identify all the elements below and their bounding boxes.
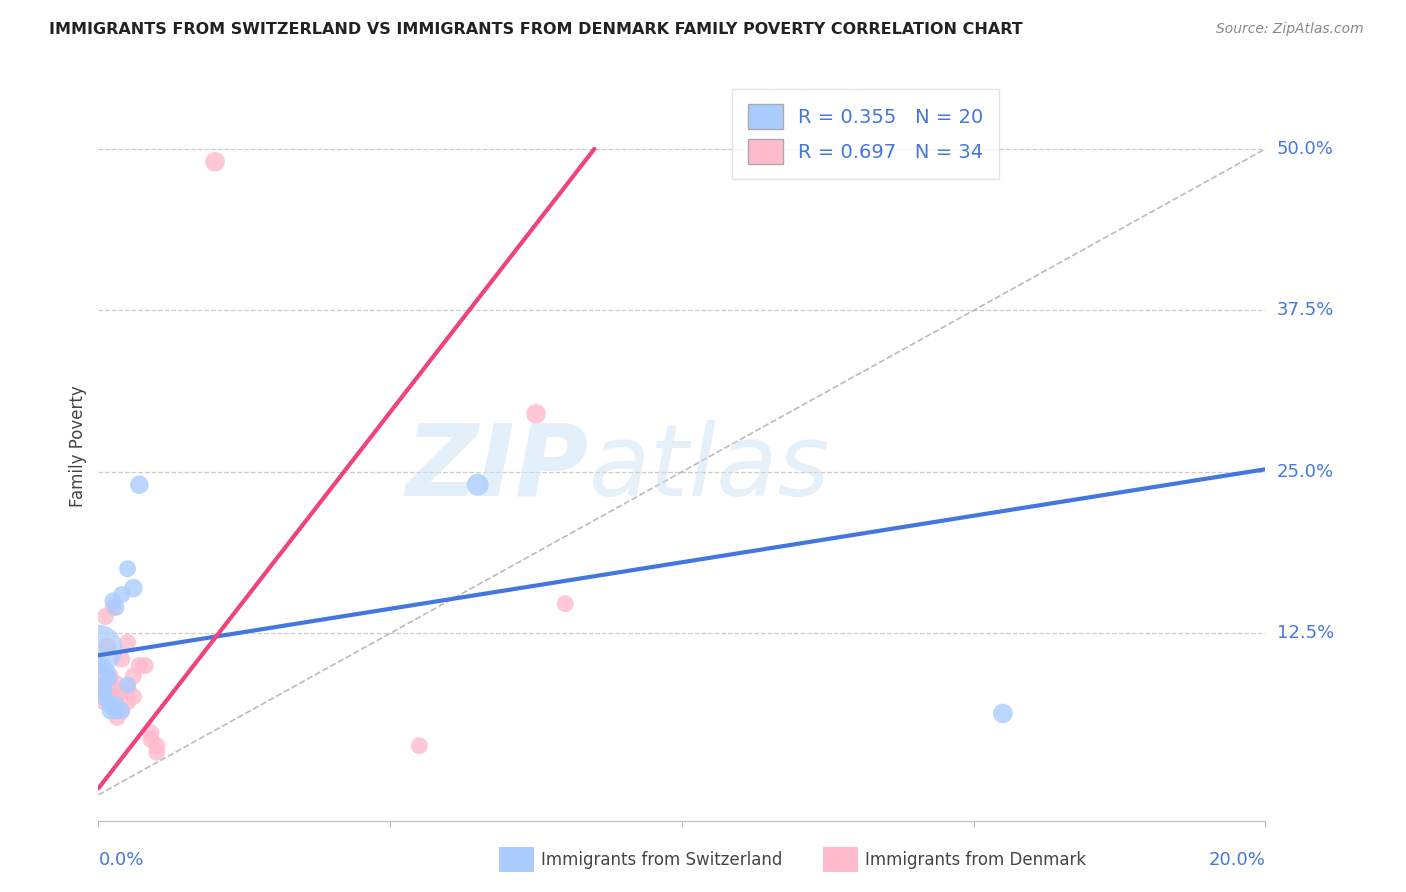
Point (93, 690, 115, 705)
Point (122, 581, 145, 595)
Point (105, 710, 128, 724)
Text: 50.0%: 50.0% (1277, 140, 1333, 158)
Point (128, 477, 150, 491)
Point (98, 676, 121, 690)
Point (111, 652, 134, 666)
Point (104, 704, 127, 718)
Point (128, 658, 150, 673)
Point (98, 704, 121, 718)
Point (104, 684, 127, 698)
Point (104, 698, 127, 712)
Text: Source: ZipAtlas.com: Source: ZipAtlas.com (1216, 22, 1364, 37)
Text: 25.0%: 25.0% (1277, 463, 1334, 481)
Point (93, 684, 115, 698)
Point (408, 739, 430, 753)
Point (117, 562, 139, 576)
Point (117, 695, 139, 709)
Point (94, 609, 117, 624)
Point (93, 695, 115, 709)
Point (554, 597, 576, 611)
Point (467, 477, 489, 491)
Point (98, 698, 121, 712)
Point (111, 588, 134, 602)
Point (104, 600, 127, 615)
Text: Immigrants from Switzerland: Immigrants from Switzerland (541, 851, 783, 869)
Text: atlas: atlas (589, 420, 830, 517)
Point (98, 669, 121, 683)
Point (101, 600, 124, 615)
Point (991, 706, 1014, 721)
Point (101, 594, 124, 608)
Point (104, 702, 127, 716)
Point (146, 739, 169, 753)
Text: 12.5%: 12.5% (1277, 624, 1334, 642)
Point (204, 154, 226, 169)
Text: 20.0%: 20.0% (1209, 851, 1265, 869)
Point (117, 678, 139, 692)
Text: 0.0%: 0.0% (98, 851, 143, 869)
Point (96, 665, 118, 679)
Point (104, 676, 127, 690)
Point (98, 690, 121, 704)
Point (87, 641, 110, 656)
Y-axis label: Family Poverty: Family Poverty (69, 385, 87, 507)
Point (117, 635, 139, 649)
Point (524, 407, 547, 421)
Point (89, 665, 111, 679)
Point (90, 674, 112, 689)
Point (134, 658, 156, 673)
Text: 37.5%: 37.5% (1277, 301, 1334, 319)
Point (90, 658, 112, 673)
Text: IMMIGRANTS FROM SWITZERLAND VS IMMIGRANTS FROM DENMARK FAMILY POVERTY CORRELATIO: IMMIGRANTS FROM SWITZERLAND VS IMMIGRANT… (49, 22, 1024, 37)
Point (111, 702, 134, 716)
Text: ZIP: ZIP (405, 420, 589, 517)
Point (139, 732, 162, 747)
Point (117, 681, 139, 696)
Point (97, 672, 120, 686)
Text: Immigrants from Denmark: Immigrants from Denmark (865, 851, 1085, 869)
Point (146, 745, 169, 759)
Point (91, 681, 114, 696)
Point (122, 690, 145, 704)
Point (91, 678, 114, 692)
Point (104, 690, 127, 705)
Point (122, 669, 145, 683)
Point (111, 684, 134, 698)
Point (139, 726, 162, 740)
Point (96, 639, 118, 653)
Legend: R = 0.355   N = 20, R = 0.697   N = 34: R = 0.355 N = 20, R = 0.697 N = 34 (733, 88, 998, 179)
Point (111, 704, 134, 718)
Point (91, 687, 114, 701)
